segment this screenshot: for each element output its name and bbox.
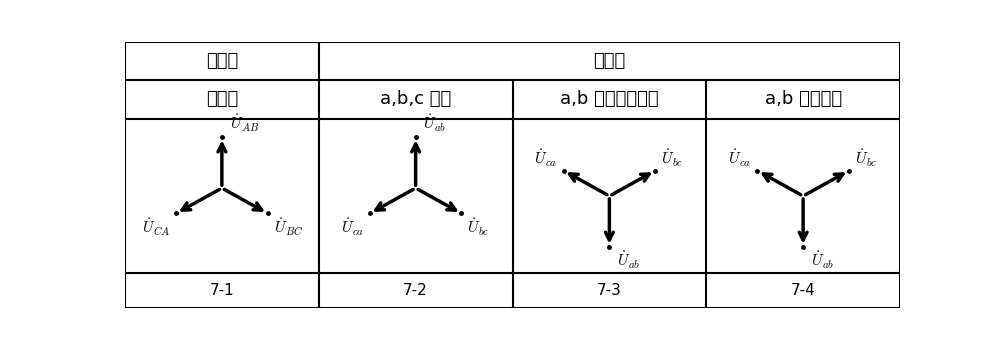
Text: 7-2: 7-2 [403, 283, 428, 298]
Text: 二次侧: 二次侧 [593, 52, 626, 70]
Text: $\dot{U}_{ab}$: $\dot{U}_{ab}$ [617, 250, 640, 271]
Text: a,b 绕组极性相反: a,b 绕组极性相反 [560, 90, 659, 108]
Text: 一次侧: 一次侧 [206, 52, 238, 70]
Text: 7-3: 7-3 [597, 283, 622, 298]
Text: $\dot{U}_{bc}$: $\dot{U}_{bc}$ [661, 148, 683, 169]
Text: $\dot{U}_{BC}$: $\dot{U}_{BC}$ [274, 217, 303, 238]
Text: $\dot{U}_{ab}$: $\dot{U}_{ab}$ [811, 250, 834, 271]
Text: 一次侧: 一次侧 [206, 90, 238, 108]
Text: $\dot{U}_{ca}$: $\dot{U}_{ca}$ [534, 148, 558, 169]
Text: 7-4: 7-4 [791, 283, 816, 298]
Text: $\dot{U}_{bc}$: $\dot{U}_{bc}$ [855, 148, 877, 169]
Text: $\dot{U}_{bc}$: $\dot{U}_{bc}$ [467, 217, 490, 238]
Text: a,b,c 正确: a,b,c 正确 [380, 90, 451, 108]
Text: $\dot{U}_{CA}$: $\dot{U}_{CA}$ [142, 217, 170, 238]
Text: $\dot{U}_{ca}$: $\dot{U}_{ca}$ [341, 217, 364, 238]
Text: $\dot{U}_{AB}$: $\dot{U}_{AB}$ [230, 113, 259, 134]
Text: $\dot{U}_{ca}$: $\dot{U}_{ca}$ [728, 148, 751, 169]
Text: 7-1: 7-1 [210, 283, 234, 298]
Text: a,b 相序相反: a,b 相序相反 [765, 90, 842, 108]
Text: $\dot{U}_{ab}$: $\dot{U}_{ab}$ [423, 113, 447, 134]
